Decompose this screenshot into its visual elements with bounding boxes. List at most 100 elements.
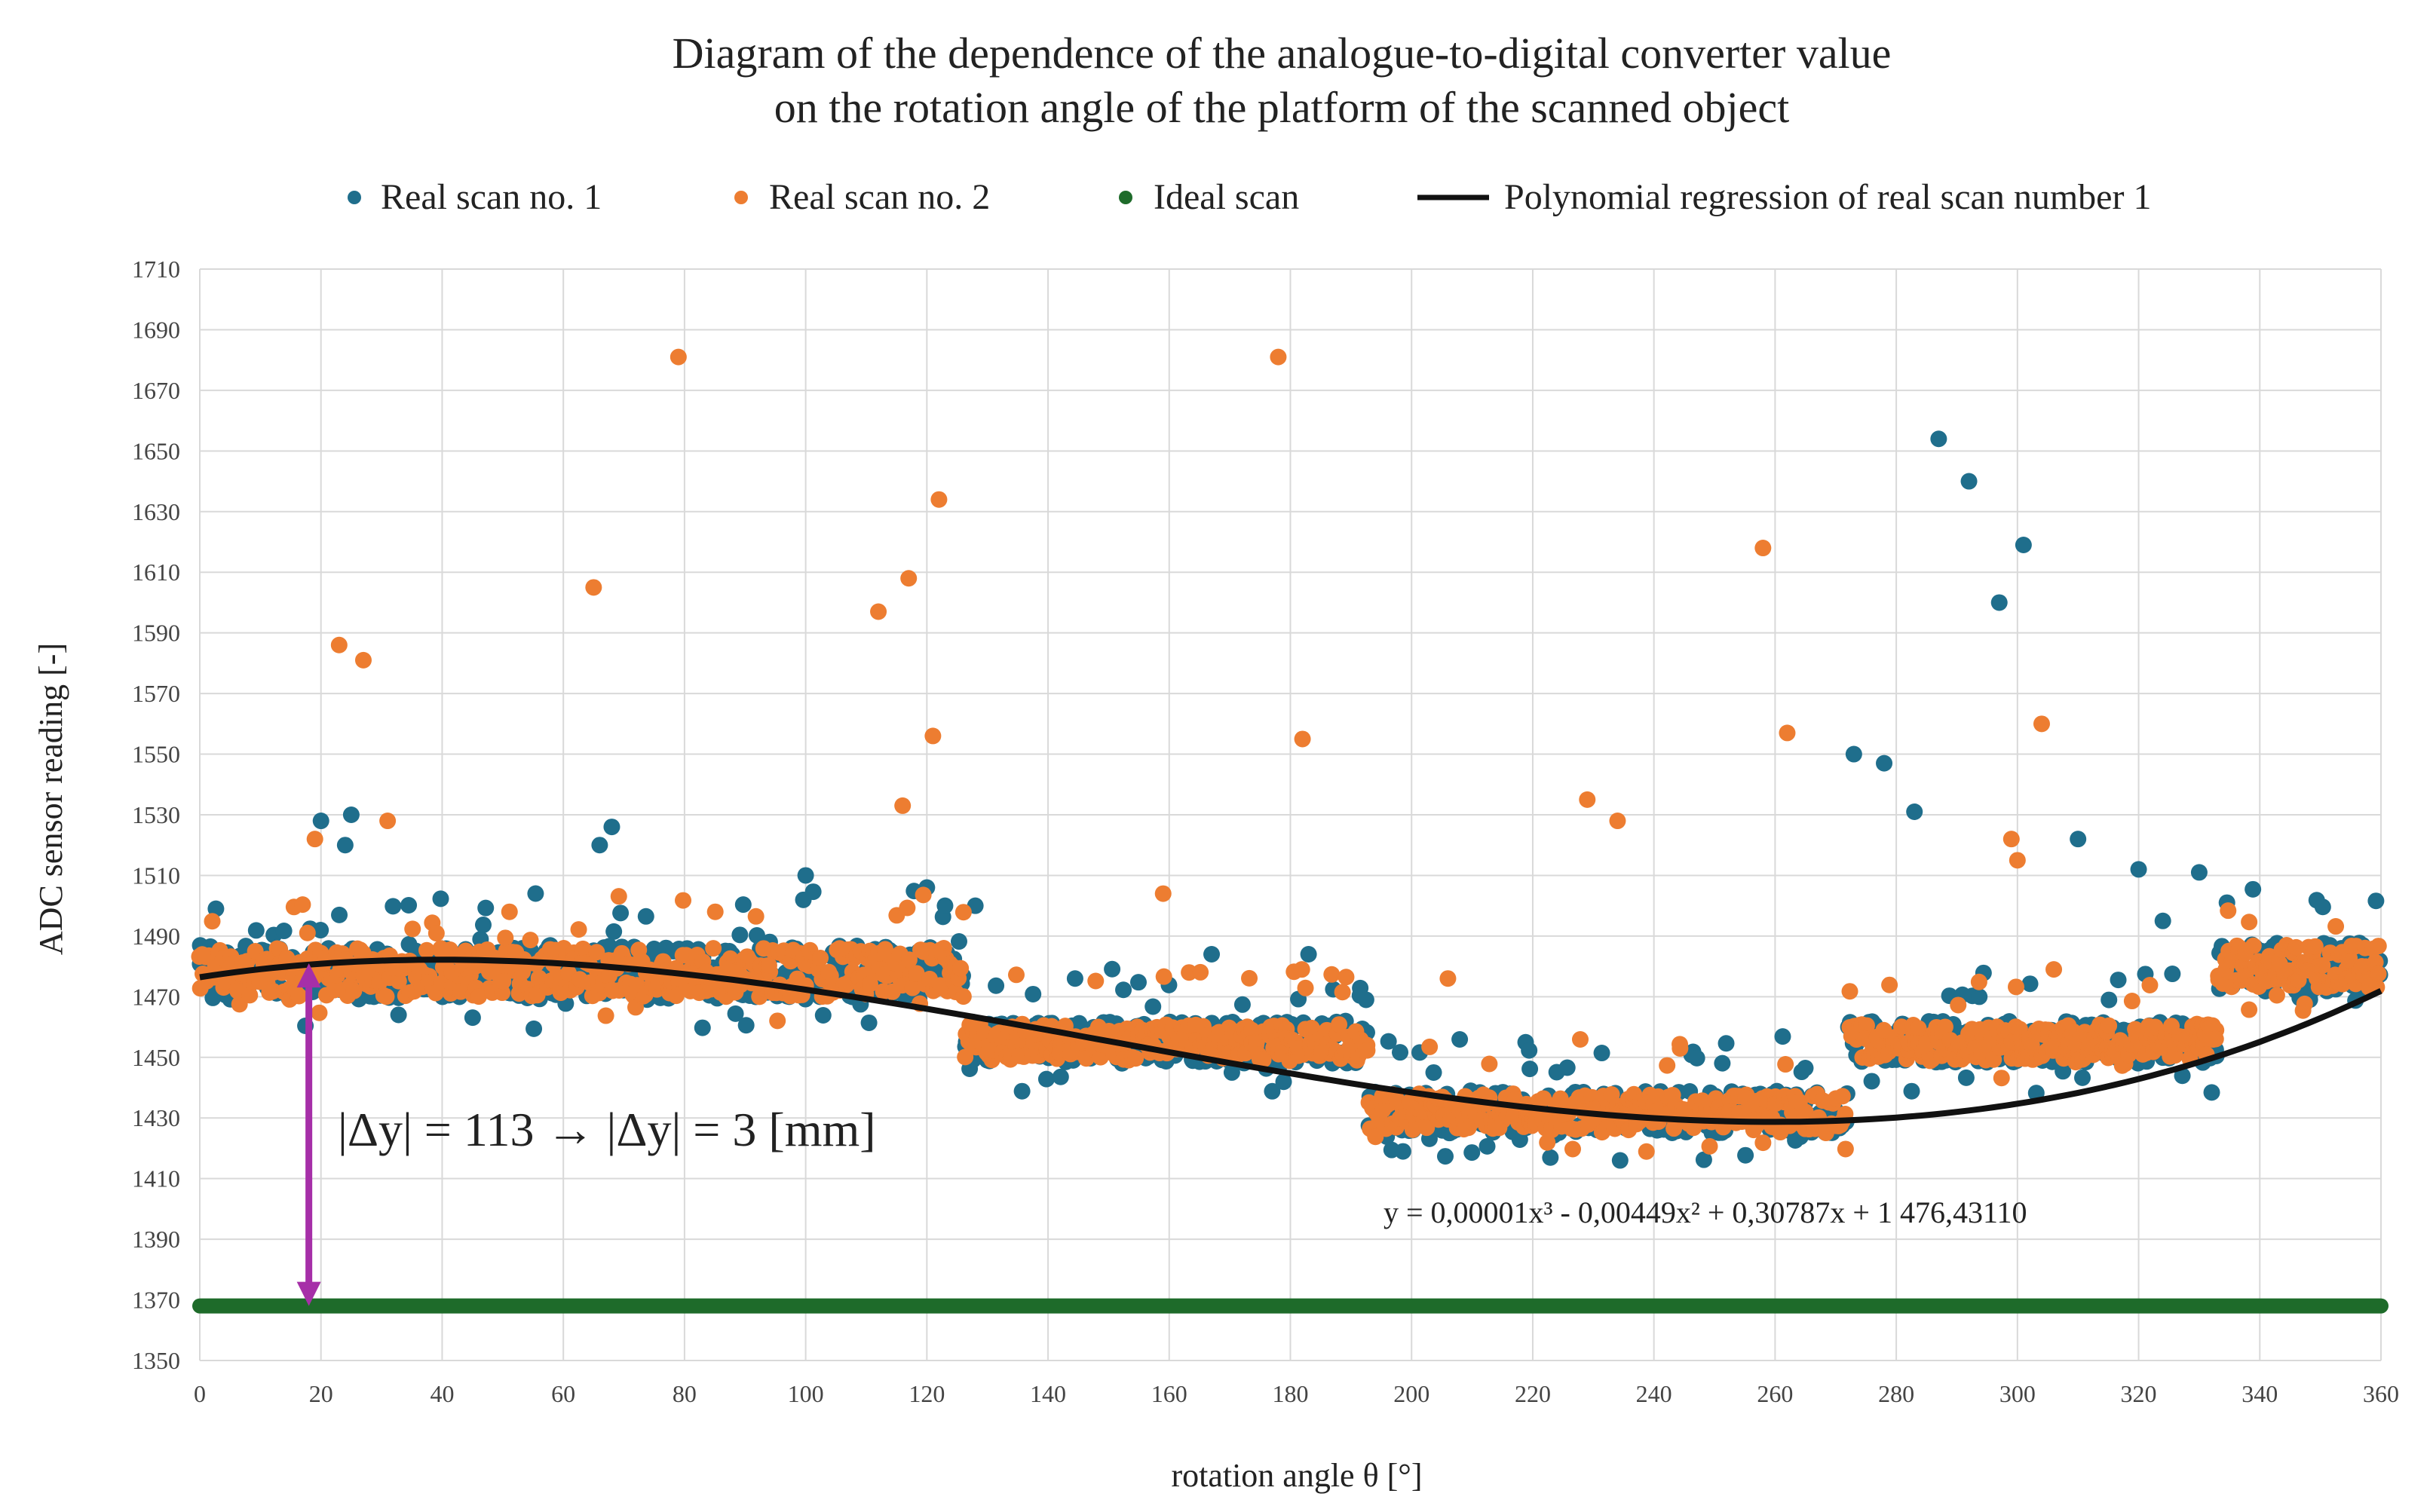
scan2-point [378,988,395,1005]
scan2-point [1797,1103,1814,1121]
scan2-point [675,892,692,909]
legend-marker-scan1 [348,191,361,204]
y-axis-label: ADC sensor reading [-] [32,643,69,955]
scan2-point [955,988,972,1005]
scan1-point [2074,1069,2091,1086]
scan2-outlier [1439,970,1457,987]
scan2-point [2101,1017,2118,1034]
scan2-point [1701,1137,1718,1155]
scan1-point [1066,970,1083,987]
delta-arrow-head-bottom [296,1281,321,1306]
scan2-outlier [2033,715,2050,733]
scan1-point [247,922,265,939]
scan2-point [1255,1051,1272,1068]
scan2-point [1875,1021,1892,1039]
scan2-point [955,904,972,921]
scan1-point [2174,1067,2191,1085]
regression-curve [199,956,2382,1125]
x-tick-labels: 0 20 40 60 80 100 120 140 160 180 200 220 240 260 280 3… [194,1380,2399,1407]
scan2-point [952,960,970,977]
scan2-point [390,972,407,990]
legend-label-scan2: Real scan no. 2 [769,177,990,217]
scan2-point [1950,996,1967,1014]
legend-marker-ideal [1119,191,1132,204]
scan2-point [2287,938,2305,956]
scan1-point [1233,996,1251,1013]
scan2-point [1535,1090,1552,1107]
y-tick-label: 1370 [132,1287,180,1314]
scan1-point [734,896,752,914]
scan2-outlier [1154,885,1172,902]
scan2-outlier [354,651,372,669]
scan1-point [477,899,495,917]
scan1-point [605,923,623,940]
x-tick-label: 260 [1757,1380,1793,1407]
scan2-outlier [870,603,887,620]
scan1-outlier [1990,594,2008,611]
x-tick-label: 240 [1636,1380,1672,1407]
scan2-point [1539,1134,1556,1151]
scan1-outlier [1845,745,1862,763]
scan2-point [760,956,777,974]
scan2-point [957,1048,974,1066]
scan2-outlier [585,579,602,596]
scan1-point [1394,1143,1411,1160]
scan1-outlier [2070,831,2087,848]
y-tick-label: 1510 [132,862,180,889]
scan2-point [1338,969,1355,986]
x-tick-label: 180 [1273,1380,1309,1407]
x-tick-label: 100 [788,1380,824,1407]
scan2-point [290,987,308,1005]
scan1-point [1774,1028,1791,1045]
scan1-point [1714,1054,1731,1072]
scan1-point [1037,1070,1055,1088]
scan1-point [2055,1063,2072,1080]
scan2-point [1571,1030,1589,1048]
scan2-outlier [2002,831,2020,848]
scan1-point [1737,1146,1754,1164]
y-tick-label: 1350 [132,1347,180,1374]
scan1-point [1451,1030,1469,1048]
scan2-point [747,908,765,925]
scan2-point [278,950,296,967]
scan1-point [731,926,749,944]
chart-title-line2: on the rotation angle of the platform of… [774,83,1789,132]
x-tick-label: 140 [1030,1380,1066,1407]
scan2-point [812,949,829,966]
scan2-point [495,972,512,990]
scan1-outlier [2015,537,2032,554]
scan1-point [1688,1049,1705,1067]
y-tick-label: 1430 [132,1104,180,1131]
scan2-point [1837,1140,1854,1158]
scan2-point [522,932,539,949]
scan1-point [1425,1064,1442,1081]
scan1-point [1797,1060,1814,1077]
scan1-point [390,1006,407,1024]
scan2-point [2314,956,2331,974]
scan1-point [1463,1144,1481,1162]
scan2-point [570,921,587,938]
scan1-point [612,904,630,922]
scan1-point [1903,1082,1920,1100]
scan1-outlier [2190,864,2208,881]
scan2-point [2340,951,2358,969]
scan2-point [1359,1042,1376,1059]
scan2-outlier [1270,348,1287,366]
scan1-outlier [2130,861,2147,878]
scan1-point [2245,880,2262,898]
scan1-outlier [336,837,354,854]
scan2-point [2370,938,2387,955]
scan1-point [464,1009,481,1027]
scan1-point [204,989,222,1006]
scan2-outlier [1754,540,1772,557]
x-tick-label: 60 [551,1380,575,1407]
regression-series [199,956,2382,1125]
y-tick-label: 1610 [132,559,180,586]
scan2-point [1834,1088,1851,1105]
y-tick-label: 1590 [132,620,180,647]
scan2-point [241,987,259,1004]
legend-label-ideal: Ideal scan [1154,177,1299,217]
chart-title-line1: Diagram of the dependence of the analogu… [673,29,1892,78]
scan2-point [705,940,722,957]
scan2-point [1936,1018,1953,1036]
